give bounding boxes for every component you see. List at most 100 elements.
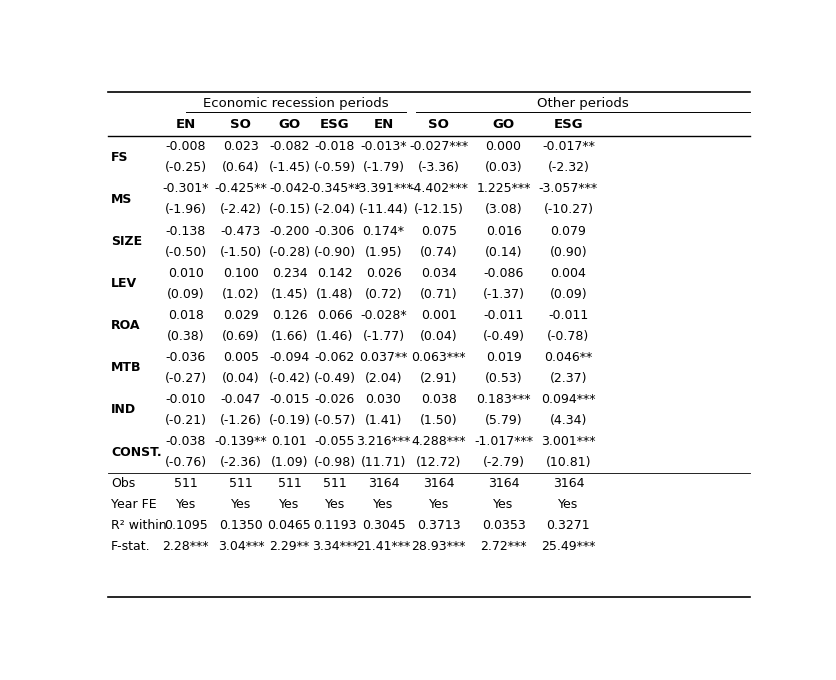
Text: (-0.25): (-0.25)	[165, 161, 206, 174]
Text: GO: GO	[278, 118, 300, 131]
Text: 1.225***: 1.225***	[476, 182, 530, 195]
Text: 3.216***: 3.216***	[356, 435, 410, 448]
Text: (2.91): (2.91)	[420, 372, 456, 385]
Text: (-0.59): (-0.59)	[314, 161, 355, 174]
Text: (4.34): (4.34)	[549, 414, 586, 427]
Text: 0.126: 0.126	[272, 309, 307, 322]
Text: (1.02): (1.02)	[222, 288, 259, 301]
Text: (-0.27): (-0.27)	[165, 372, 206, 385]
Text: 0.101: 0.101	[272, 435, 307, 448]
Text: Yes: Yes	[279, 498, 299, 511]
Text: -3.057***: -3.057***	[538, 182, 597, 195]
Text: -0.062: -0.062	[314, 351, 354, 364]
Text: -0.036: -0.036	[166, 351, 206, 364]
Text: 0.001: 0.001	[421, 309, 456, 322]
Text: (-12.15): (-12.15)	[413, 203, 463, 216]
Text: 0.000: 0.000	[485, 140, 521, 153]
Text: -0.017**: -0.017**	[542, 140, 594, 153]
Text: 0.234: 0.234	[272, 267, 307, 279]
Text: SO: SO	[428, 118, 449, 131]
Text: 0.0465: 0.0465	[268, 520, 311, 532]
Text: 0.063***: 0.063***	[411, 351, 466, 364]
Text: MS: MS	[111, 193, 132, 206]
Text: (-3.36): (-3.36)	[417, 161, 459, 174]
Text: 0.023: 0.023	[222, 140, 258, 153]
Text: Yes: Yes	[558, 498, 578, 511]
Text: ESG: ESG	[553, 118, 583, 131]
Text: 0.142: 0.142	[317, 267, 352, 279]
Text: 511: 511	[278, 477, 301, 490]
Text: (5.79): (5.79)	[484, 414, 522, 427]
Text: -0.200: -0.200	[269, 224, 309, 237]
Text: (-2.04): (-2.04)	[314, 203, 355, 216]
Text: 0.1350: 0.1350	[219, 520, 263, 532]
Text: CONST.: CONST.	[111, 445, 161, 458]
Text: (1.48): (1.48)	[316, 288, 354, 301]
Text: 2.28***: 2.28***	[162, 541, 209, 554]
Text: -0.047: -0.047	[221, 393, 261, 406]
Text: -0.139**: -0.139**	[214, 435, 267, 448]
Text: 0.030: 0.030	[365, 393, 401, 406]
Text: 0.0353: 0.0353	[481, 520, 525, 532]
Text: 0.174*: 0.174*	[362, 224, 404, 237]
Text: 0.100: 0.100	[222, 267, 258, 279]
Text: -0.138: -0.138	[166, 224, 206, 237]
Text: -0.038: -0.038	[166, 435, 206, 448]
Text: 0.029: 0.029	[222, 309, 258, 322]
Text: 3164: 3164	[552, 477, 584, 490]
Text: 511: 511	[229, 477, 252, 490]
Text: (-0.19): (-0.19)	[268, 414, 310, 427]
Text: Yes: Yes	[324, 498, 344, 511]
Text: EN: EN	[176, 118, 196, 131]
Text: -0.011: -0.011	[483, 309, 523, 322]
Text: 0.3045: 0.3045	[361, 520, 405, 532]
Text: Year FE: Year FE	[111, 498, 156, 511]
Text: 0.004: 0.004	[550, 267, 586, 279]
Text: (10.81): (10.81)	[545, 456, 590, 469]
Text: 3164: 3164	[367, 477, 399, 490]
Text: (0.90): (0.90)	[549, 245, 587, 258]
Text: -0.306: -0.306	[314, 224, 354, 237]
Text: -0.010: -0.010	[166, 393, 206, 406]
Text: (0.14): (0.14)	[484, 245, 522, 258]
Text: (-0.49): (-0.49)	[314, 372, 355, 385]
Text: Yes: Yes	[231, 498, 251, 511]
Text: (1.41): (1.41)	[364, 414, 402, 427]
Text: -0.026: -0.026	[314, 393, 354, 406]
Text: Yes: Yes	[428, 498, 448, 511]
Text: -1.017***: -1.017***	[473, 435, 533, 448]
Text: F-stat.: F-stat.	[111, 541, 150, 554]
Text: (-1.77): (-1.77)	[362, 330, 404, 343]
Text: (1.45): (1.45)	[270, 288, 308, 301]
Text: (1.95): (1.95)	[364, 245, 402, 258]
Text: 2.29**: 2.29**	[269, 541, 309, 554]
Text: MTB: MTB	[111, 361, 141, 375]
Text: 0.018: 0.018	[167, 309, 203, 322]
Text: (0.09): (0.09)	[166, 288, 204, 301]
Text: Yes: Yes	[493, 498, 513, 511]
Text: 25.49***: 25.49***	[541, 541, 595, 554]
Text: Obs: Obs	[111, 477, 135, 490]
Text: -0.082: -0.082	[269, 140, 309, 153]
Text: (-10.27): (-10.27)	[543, 203, 593, 216]
Text: (3.08): (3.08)	[484, 203, 522, 216]
Text: 0.046**: 0.046**	[543, 351, 592, 364]
Text: 3.04***: 3.04***	[217, 541, 264, 554]
Text: EN: EN	[373, 118, 393, 131]
Text: (-2.79): (-2.79)	[482, 456, 524, 469]
Text: 2.72***: 2.72***	[480, 541, 526, 554]
Text: 21.41***: 21.41***	[356, 541, 410, 554]
Text: (0.09): (0.09)	[549, 288, 587, 301]
Text: Economic recession periods: Economic recession periods	[203, 97, 389, 110]
Text: Yes: Yes	[373, 498, 393, 511]
Text: 0.3271: 0.3271	[546, 520, 589, 532]
Text: -4.402***: -4.402***	[409, 182, 467, 195]
Text: -0.345**: -0.345**	[308, 182, 361, 195]
Text: ROA: ROA	[111, 320, 140, 333]
Text: 0.019: 0.019	[485, 351, 521, 364]
Text: 3.34***: 3.34***	[311, 541, 358, 554]
Text: -0.301*: -0.301*	[162, 182, 209, 195]
Text: (1.66): (1.66)	[271, 330, 308, 343]
Text: 0.3713: 0.3713	[416, 520, 460, 532]
Text: (2.37): (2.37)	[549, 372, 587, 385]
